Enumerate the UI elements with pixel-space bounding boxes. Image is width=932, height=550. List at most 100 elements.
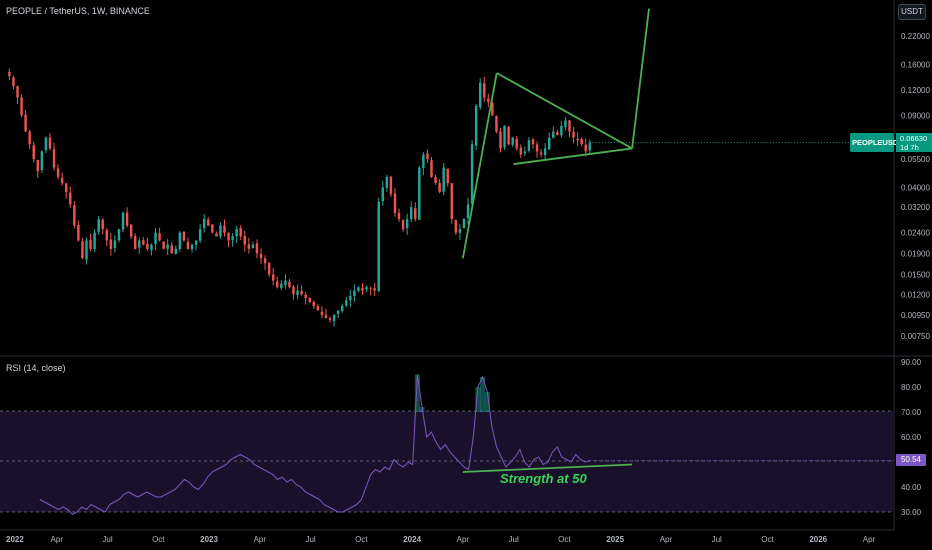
candle-body <box>162 241 165 249</box>
candle-body <box>77 224 80 241</box>
candle-body <box>170 245 173 254</box>
strength-annotation[interactable]: Strength at 50 <box>500 471 587 486</box>
candle-body <box>397 212 401 220</box>
candle-body <box>60 177 64 184</box>
candle-body <box>414 208 417 220</box>
price-tick-label: 0.00950 <box>901 311 930 320</box>
candle-body <box>20 97 23 116</box>
candle-body <box>450 183 454 220</box>
rsi-tick-label: 90.00 <box>901 358 922 367</box>
candle-body <box>515 138 518 149</box>
candle-body <box>194 240 198 245</box>
rsi-line <box>39 374 590 516</box>
candle-body <box>40 151 44 170</box>
candle-body <box>231 236 234 241</box>
trendline-drawings[interactable] <box>461 8 650 259</box>
candle-body <box>336 310 340 315</box>
candle-body <box>284 280 287 286</box>
candle-body <box>56 168 60 177</box>
rsi-value-tag: 50.54 <box>896 454 926 466</box>
candle-body <box>312 302 316 307</box>
candle-body <box>239 228 242 237</box>
candle-body <box>81 241 84 259</box>
candle-body <box>568 120 571 132</box>
price-tick-label: 0.00750 <box>901 332 930 341</box>
candle-body <box>572 131 575 138</box>
time-tick-label: Oct <box>558 535 571 544</box>
candle-body <box>381 187 385 202</box>
candle-body <box>389 176 393 195</box>
candle-body <box>483 83 486 98</box>
candle-body <box>198 229 202 241</box>
candle-body <box>105 230 109 241</box>
candle-body <box>539 152 543 155</box>
candle-body <box>138 240 141 248</box>
rsi-tick-label: 40.00 <box>901 483 922 492</box>
candle-body <box>531 139 535 145</box>
candle-body <box>36 159 40 172</box>
time-tick-label: Apr <box>51 535 64 544</box>
candle-body <box>178 232 182 250</box>
candle-body <box>377 201 380 292</box>
candle-body <box>527 140 531 151</box>
price-axis[interactable]: 0.220000.160000.120000.090000.070000.055… <box>901 32 930 341</box>
candle-body <box>503 125 506 148</box>
candle-body <box>28 131 31 145</box>
symbol-badge: PEOPLEUSDT <box>850 133 903 152</box>
trendline <box>461 72 498 259</box>
candle-body <box>64 183 68 192</box>
candle-body <box>491 102 494 116</box>
candle-body <box>207 219 210 226</box>
candle-body <box>308 297 311 302</box>
time-axis[interactable]: 2022 Apr Jul Oct 2023 Apr Jul Oct 2024 Apr Jul Oct 2… <box>0 529 894 544</box>
candle-body <box>470 144 474 204</box>
candle-body <box>430 160 433 177</box>
time-tick-label: Apr <box>457 535 470 544</box>
candle-body <box>227 232 230 241</box>
candle-body <box>32 145 35 160</box>
candle-body <box>166 244 169 249</box>
candle-body <box>462 219 466 229</box>
currency-button[interactable]: USDT <box>898 4 926 20</box>
rsi-tick-label: 60.00 <box>901 433 922 442</box>
candle-body <box>556 131 559 136</box>
chart-title: PEOPLE / TetherUS, 1W, BINANCE <box>6 6 150 16</box>
candle-body <box>8 71 11 77</box>
candle-body <box>405 219 409 228</box>
candle-body <box>243 235 247 245</box>
candle-body <box>385 176 389 188</box>
candle-body <box>552 131 555 138</box>
candle-body <box>85 240 88 260</box>
candle-body <box>280 283 283 288</box>
time-tick-label: Oct <box>152 535 165 544</box>
rsi-label[interactable]: RSI (14, close) <box>6 363 66 373</box>
candle-body <box>125 212 129 226</box>
rsi-support-line <box>462 463 633 473</box>
rsi-tick-label: 80.00 <box>901 383 922 392</box>
rsi-tick-label: 70.00 <box>901 408 922 417</box>
last-price-tag: 0.06630 1d 7h <box>896 133 932 152</box>
candle-body <box>288 281 291 288</box>
candle-body <box>121 212 125 230</box>
time-tick-label: Apr <box>254 535 267 544</box>
trendline <box>631 8 650 149</box>
candle-body <box>69 192 72 205</box>
time-tick-label: Oct <box>355 535 368 544</box>
candlestick-series <box>8 68 894 327</box>
candle-body <box>438 182 441 192</box>
candle-body <box>584 144 587 152</box>
candle-body <box>215 233 218 237</box>
price-tick-label: 0.04000 <box>901 183 930 192</box>
candle-body <box>267 262 271 275</box>
candle-body <box>316 306 320 311</box>
candle-body <box>247 244 251 249</box>
time-tick-label: Oct <box>761 535 774 544</box>
candle-body <box>182 231 186 241</box>
candle-body <box>109 239 113 249</box>
price-tick-label: 0.09000 <box>901 111 930 120</box>
candle-body <box>357 287 360 291</box>
candle-body <box>223 225 226 233</box>
price-tick-label: 0.12000 <box>901 86 930 95</box>
